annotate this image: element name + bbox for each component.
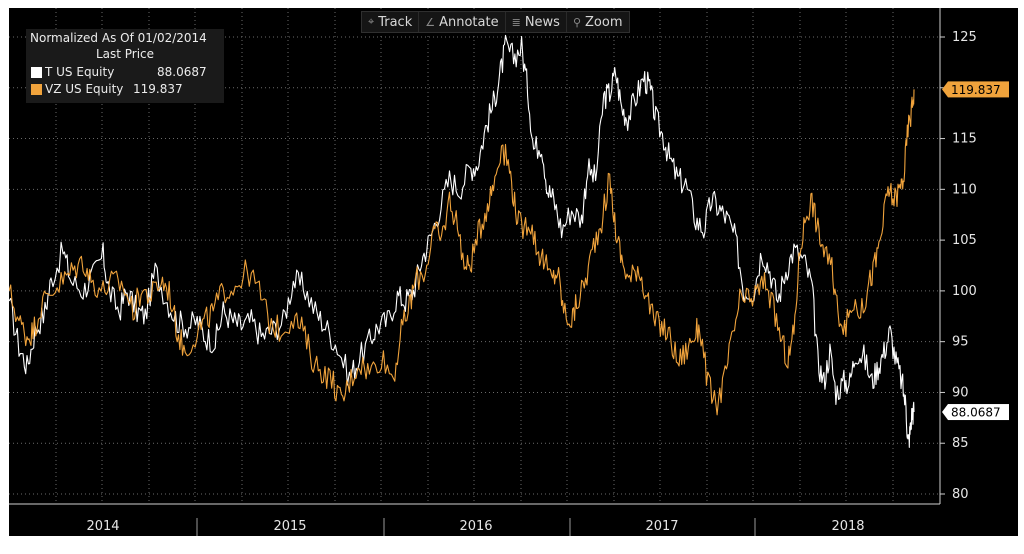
last-value-tag <box>948 404 1009 421</box>
legend-box: Normalized As Of 01/02/2014 Last Price T… <box>26 29 224 103</box>
x-tick-label: 2018 <box>831 519 864 534</box>
track-label: Track <box>378 14 413 30</box>
news-icon: ≣ <box>511 15 521 29</box>
crosshair-icon: ⌖ <box>368 15 375 28</box>
price-chart[interactable]: 8085909510010511011512012520142015201620… <box>9 8 1018 536</box>
legend-value-t: 88.0687 <box>157 65 207 79</box>
y-tick-label: 85 <box>952 436 969 451</box>
series-line-t <box>9 34 915 448</box>
chart-toolbar: ⌖ Track ∠ Annotate ≣ News ⚲ Zoom <box>361 11 630 33</box>
legend-title: Normalized As Of 01/02/2014 <box>30 31 207 45</box>
legend-name-t: T US Equity <box>45 65 115 79</box>
track-button[interactable]: ⌖ Track <box>362 12 420 32</box>
annotate-button[interactable]: ∠ Annotate <box>419 12 506 32</box>
legend-swatch-vz <box>31 84 42 95</box>
y-tick-label: 100 <box>952 284 977 299</box>
y-tick-label: 110 <box>952 182 977 197</box>
news-label: News <box>524 14 560 30</box>
y-tick-label: 90 <box>952 385 969 400</box>
y-tick-label: 80 <box>952 487 969 502</box>
news-button[interactable]: ≣ News <box>506 12 567 32</box>
x-tick-label: 2015 <box>273 519 306 534</box>
x-tick-label: 2016 <box>459 519 492 534</box>
last-value-label: 119.837 <box>951 83 1001 97</box>
series-line-vz <box>9 89 915 416</box>
legend-swatch-t <box>31 67 42 78</box>
last-value-pointer <box>942 81 948 98</box>
last-value-pointer <box>942 404 948 421</box>
y-tick-label: 115 <box>952 132 977 147</box>
legend-name-vz: VZ US Equity <box>45 82 124 96</box>
x-tick-label: 2017 <box>645 519 678 534</box>
y-tick-label: 95 <box>952 335 969 350</box>
x-tick-label: 2014 <box>86 519 119 534</box>
zoom-button[interactable]: ⚲ Zoom <box>567 12 629 32</box>
legend-value-vz: 119.837 <box>133 82 183 96</box>
magnifier-icon: ⚲ <box>572 15 582 29</box>
legend-subtitle: Last Price <box>95 47 155 61</box>
annotate-label: Annotate <box>439 14 499 30</box>
last-value-label: 88.0687 <box>951 406 1001 420</box>
last-value-tag <box>948 81 1009 98</box>
y-tick-label: 105 <box>952 233 977 248</box>
chart-panel: 8085909510010511011512012520142015201620… <box>9 8 1018 536</box>
y-tick-label: 125 <box>952 30 977 45</box>
pencil-icon: ∠ <box>425 15 436 29</box>
zoom-label: Zoom <box>585 14 623 30</box>
